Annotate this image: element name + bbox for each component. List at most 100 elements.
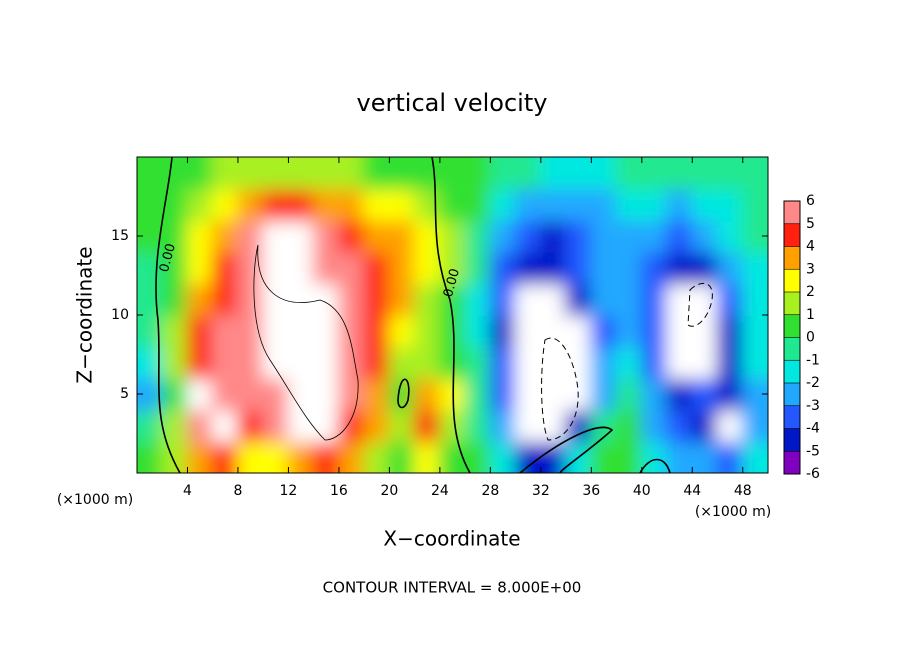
field-cell	[186, 440, 214, 473]
x-tick-label: 4	[183, 483, 192, 499]
field-cell	[211, 157, 239, 190]
field-cell	[363, 187, 391, 222]
field-cell	[489, 377, 517, 411]
field-cell	[363, 157, 391, 190]
field-cell	[741, 440, 768, 473]
field-cell	[137, 408, 164, 443]
field-cell	[489, 250, 517, 285]
field-cell	[666, 187, 694, 222]
field-cell	[539, 440, 568, 473]
field-cell	[161, 282, 189, 316]
field-cell	[691, 377, 719, 411]
colorbar-tick-label: 2	[806, 284, 815, 300]
field-cell	[539, 314, 568, 348]
field-cell	[565, 345, 593, 380]
field-cell	[312, 314, 340, 348]
field-cell	[666, 250, 694, 285]
field-cell	[666, 408, 694, 443]
field-cell	[438, 377, 467, 411]
field-cell	[312, 345, 340, 380]
field-cell	[716, 282, 744, 316]
field-cell	[236, 314, 265, 348]
field-cell	[363, 408, 391, 443]
field-cell	[161, 377, 189, 411]
field-cell	[236, 345, 265, 380]
field-cell	[363, 219, 391, 253]
field-cell	[691, 440, 719, 473]
field-cell	[716, 187, 744, 222]
field-cell	[590, 345, 618, 380]
field-cell	[363, 440, 391, 473]
field-cell	[137, 282, 164, 316]
field-cell	[615, 219, 643, 253]
contour-line	[431, 157, 471, 473]
field-cell	[565, 377, 593, 411]
field-cell	[640, 345, 669, 380]
field-cell	[186, 250, 214, 285]
field-cell	[312, 250, 340, 285]
colorbar-band	[784, 428, 800, 452]
colorbar-band	[784, 292, 800, 315]
field-cell	[489, 219, 517, 253]
field-cell	[137, 157, 164, 190]
contour-label: 0.00	[157, 242, 179, 274]
field-cell	[287, 250, 315, 285]
field-cell	[539, 157, 568, 190]
field-cell	[287, 282, 315, 316]
contour-line	[541, 337, 579, 441]
field-cell	[363, 282, 391, 316]
field-cell	[337, 187, 366, 222]
colorbar-tick-label: -1	[806, 352, 820, 368]
field-cell	[590, 157, 618, 190]
colorbar-band	[784, 337, 800, 361]
field-cell	[691, 219, 719, 253]
field-cell	[211, 440, 239, 473]
field-cell	[363, 250, 391, 285]
field-cell	[262, 157, 290, 190]
field-cell	[211, 187, 239, 222]
field-cell	[565, 408, 593, 443]
field-cell	[388, 314, 416, 348]
field-cell	[312, 377, 340, 411]
field-cell	[236, 408, 265, 443]
colorbar-tick-label: 1	[806, 307, 815, 323]
y-tick-label: 10	[111, 307, 129, 323]
field-cell	[236, 377, 265, 411]
field-cell	[716, 157, 744, 190]
contour-line	[397, 378, 410, 409]
field-cell	[236, 157, 265, 190]
field-cell	[514, 219, 542, 253]
field-cell	[514, 377, 542, 411]
field-cell	[590, 440, 618, 473]
field-cell	[262, 187, 290, 222]
field-cell	[489, 345, 517, 380]
field-cell	[590, 282, 618, 316]
field-cell	[211, 314, 239, 348]
field-cell	[413, 314, 441, 348]
field-cell	[489, 157, 517, 190]
field-cell	[337, 157, 366, 190]
field-cell	[413, 157, 441, 190]
field-cell	[514, 250, 542, 285]
field-cell	[388, 219, 416, 253]
field-cell	[186, 157, 214, 190]
field-cell	[590, 250, 618, 285]
colorbar-tick-label: -2	[806, 375, 820, 391]
field-cell	[514, 157, 542, 190]
field-cell	[413, 440, 441, 473]
field-cell	[413, 250, 441, 285]
field-cell	[287, 408, 315, 443]
field-cell	[388, 408, 416, 443]
colorbar-tick-label: 6	[806, 193, 815, 209]
field-cell	[337, 408, 366, 443]
field-cell	[741, 187, 768, 222]
field-cell	[161, 250, 189, 285]
field-cell	[716, 345, 744, 380]
field-cell	[489, 408, 517, 443]
field-cell	[489, 440, 517, 473]
field-cell	[464, 250, 492, 285]
field-cell	[388, 345, 416, 380]
field-cell	[565, 219, 593, 253]
field-cell	[262, 377, 290, 411]
